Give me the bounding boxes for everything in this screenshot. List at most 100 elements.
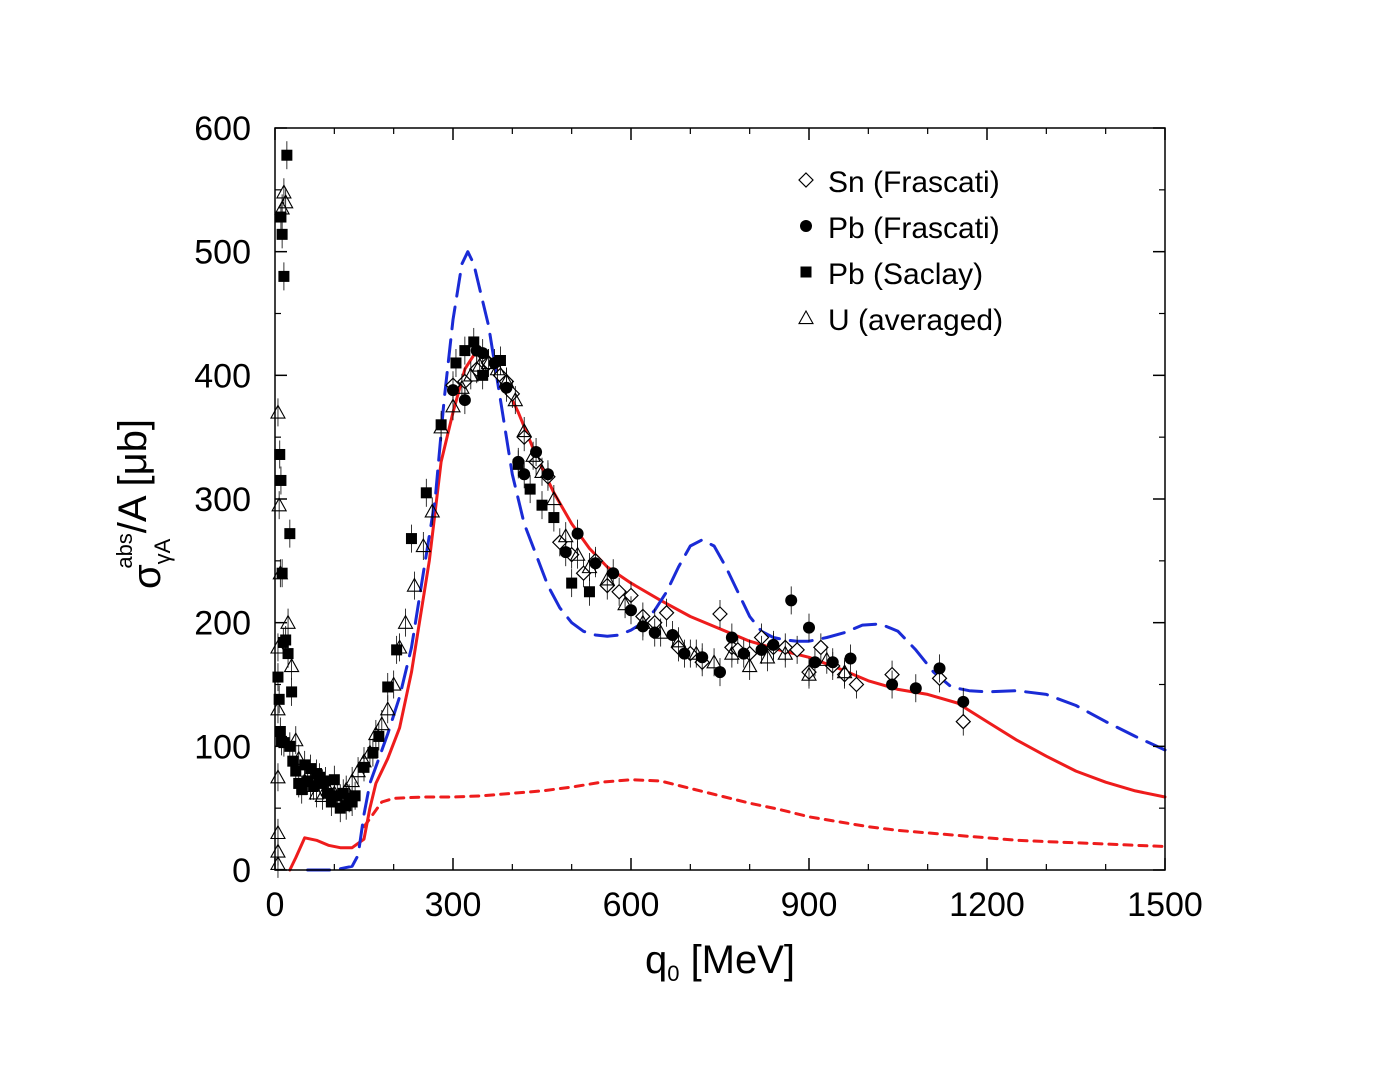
data-point — [789, 642, 805, 658]
model-curve-5 — [362, 778, 1167, 848]
data-point — [287, 732, 304, 747]
data-point — [480, 354, 497, 370]
y-axis-title-superscript: abs — [112, 533, 137, 568]
x-tick-label: 1500 — [1127, 886, 1203, 924]
data-point — [325, 796, 337, 808]
data-point — [955, 713, 972, 730]
data-point — [599, 571, 616, 586]
data-point — [489, 361, 506, 376]
data-point — [785, 594, 798, 607]
data-point — [282, 648, 294, 660]
x-axis-title-unit: [MeV] — [679, 938, 795, 982]
legend-item: U (averaged) — [798, 304, 1003, 337]
data-point — [445, 398, 461, 413]
y-tick-label: 600 — [194, 110, 251, 148]
data-point — [344, 772, 361, 788]
data-point — [424, 503, 441, 518]
data-point — [813, 639, 829, 656]
data-point — [534, 463, 550, 478]
data-point — [296, 784, 308, 796]
y-tick-label: 400 — [194, 357, 251, 395]
data-point — [512, 458, 524, 470]
legend-label: Pb (Saclay) — [828, 258, 983, 291]
legend-marker — [798, 309, 814, 325]
data-point — [296, 772, 313, 788]
tick-labels: 0 300 600 900 1200 1500 0 100 200 300 400 500 600 — [194, 110, 1203, 924]
plot-frame — [274, 127, 1166, 871]
data-point — [326, 785, 343, 800]
data-point — [275, 474, 287, 486]
data-point — [373, 730, 385, 742]
data-point — [459, 345, 471, 357]
data-point — [737, 647, 750, 660]
data-points — [270, 141, 972, 878]
y-axis-title-rest: /A [μb] — [111, 419, 155, 533]
data-point — [844, 652, 857, 665]
series-open-triangle — [270, 178, 853, 878]
data-point — [462, 367, 479, 382]
data-point — [575, 565, 592, 582]
data-point — [453, 379, 470, 394]
data-point — [382, 681, 394, 693]
data-point — [571, 527, 584, 540]
y-tick-label: 200 — [194, 605, 251, 643]
data-point — [302, 777, 319, 793]
data-point — [308, 780, 320, 792]
data-point — [706, 654, 723, 669]
x-tick-label: 900 — [781, 886, 838, 924]
y-tick-label: 100 — [194, 728, 251, 766]
legend-label: U (averaged) — [828, 304, 1003, 337]
data-point — [494, 354, 506, 366]
data-point — [450, 357, 462, 369]
data-point — [507, 391, 524, 407]
data-point — [290, 765, 302, 777]
model-curves — [288, 250, 1167, 872]
data-point — [518, 468, 531, 481]
data-point — [433, 419, 450, 434]
data-point — [280, 634, 292, 646]
data-point — [569, 546, 586, 561]
data-point — [670, 633, 687, 648]
data-point — [420, 487, 432, 499]
axis-ticks — [274, 127, 1166, 871]
data-point — [541, 468, 554, 481]
data-point — [808, 656, 821, 669]
data-point — [886, 678, 899, 691]
data-point — [933, 662, 946, 675]
data-point — [415, 537, 432, 553]
data-point — [290, 750, 307, 765]
x-tick-label: 0 — [266, 886, 285, 924]
data-point — [525, 447, 542, 462]
data-point — [293, 777, 305, 789]
data-point — [688, 645, 705, 660]
data-point — [801, 666, 817, 681]
data-point — [559, 546, 572, 559]
data-point — [367, 725, 384, 741]
data-point — [524, 483, 536, 495]
x-tick-label: 1200 — [949, 886, 1025, 924]
y-tick-label: 0 — [232, 852, 251, 890]
data-point — [276, 228, 288, 240]
data-point — [714, 666, 726, 679]
data-point — [458, 394, 471, 407]
model-curve-6 — [306, 250, 1167, 872]
data-point — [611, 583, 627, 600]
series-filled-circle — [447, 336, 970, 716]
data-point — [274, 725, 286, 737]
data-point — [712, 606, 728, 622]
data-point — [281, 149, 293, 161]
legend-marker — [800, 220, 812, 232]
x-tick-label: 300 — [425, 886, 482, 924]
data-point — [826, 656, 839, 669]
data-point — [350, 762, 367, 778]
data-point — [340, 800, 352, 812]
data-point — [284, 528, 296, 540]
data-point — [319, 775, 331, 787]
data-point — [391, 639, 408, 654]
data-point — [957, 695, 970, 708]
data-point — [397, 614, 414, 629]
data-point — [648, 626, 661, 639]
data-point — [367, 747, 379, 759]
data-point — [477, 369, 489, 381]
series-open-diamond — [445, 348, 972, 736]
